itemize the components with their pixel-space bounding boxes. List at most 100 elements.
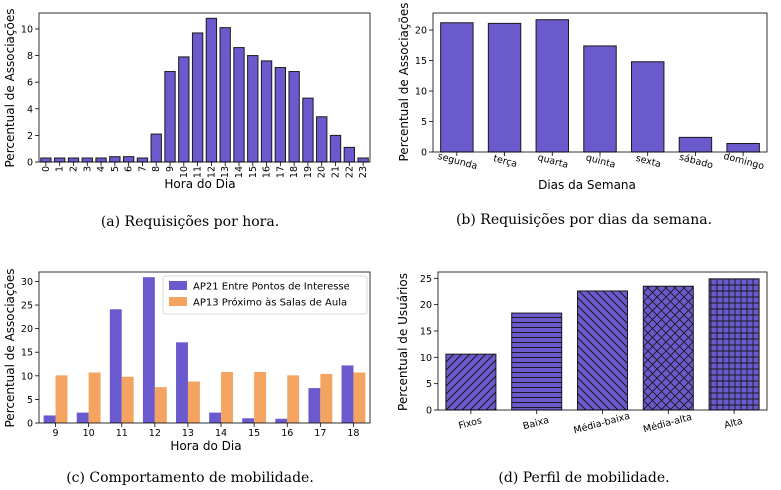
x-tick-label: quinta [585,152,617,170]
bar [708,278,760,411]
bar [88,372,101,423]
x-tick-label: 17 [314,428,326,439]
x-tick-label: 22 [344,166,355,178]
y-tick-label: 5 [27,395,33,406]
y-tick-label: 10 [21,371,33,382]
bar [357,157,369,163]
y-axis-label: Percentual de Associações [3,269,17,428]
bar [209,412,222,423]
chart-caption: (a) Requisições por hora. [101,214,279,230]
x-tick-label: 8 [151,166,162,172]
x-tick-label: Média-alta [642,412,693,436]
bar [275,418,288,423]
y-tick-label: 25 [420,274,432,285]
x-tick-label: 11 [116,428,128,439]
x-tick-label: 7 [137,166,148,172]
bar [260,60,273,163]
y-tick-label: 8 [27,51,33,62]
bar [343,146,355,163]
y-tick-label: 0 [27,419,33,430]
y-axis-label: Percentual de Associações [397,3,411,162]
bar [630,61,665,153]
bar [109,309,122,423]
bar [329,134,342,163]
x-tick-label: 16 [281,428,293,439]
chart-mobility-behavior: (c) Comportamento de mobilidade. Hora do… [3,269,371,486]
x-tick-label: 10 [179,166,190,178]
bar [274,67,287,163]
x-tick-label: 10 [83,428,95,439]
y-tick-label: 25 [21,301,33,312]
x-tick-label: 11 [193,166,204,178]
x-tick-label: domingo [722,151,765,172]
bar [288,71,300,163]
x-tick-label: 18 [347,428,359,439]
x-tick-label: 21 [331,166,342,178]
bar [642,285,694,411]
bar [254,372,267,423]
x-tick-label: 20 [317,166,328,178]
y-tick-label: 20 [21,324,33,335]
x-tick-label: 2 [68,166,79,172]
bar [176,342,188,423]
y-axis-label: Percentual de Associações [3,9,17,168]
bar [178,56,190,163]
x-tick-label: Fixos [457,415,483,432]
x-tick-label: 18 [289,166,300,178]
legend-swatch [169,281,187,290]
bar [242,418,255,423]
x-tick-label: 12 [206,166,217,178]
bar [726,142,760,153]
y-tick-label: 5 [426,379,432,390]
bar [287,375,300,423]
y-tick-label: 10 [415,87,427,98]
bar [95,157,107,163]
y-tick-label: 5 [421,117,427,128]
bar [511,312,563,411]
bar [40,157,52,163]
x-tick-label: 9 [165,166,176,172]
plot-frame [38,271,371,424]
y-tick-label: 6 [27,78,33,89]
bar [121,376,134,423]
y-tick-label: 15 [21,348,33,359]
x-tick-label: 14 [215,428,227,439]
x-axis-label: Dias da Semana [538,178,636,192]
bar [191,32,204,163]
bar [136,157,149,163]
x-axis-label: Hora do Dia [164,177,235,191]
x-tick-label: Média-baixa [572,411,631,437]
bar [122,156,135,163]
y-tick-label: 0 [27,158,33,169]
bar [445,353,497,411]
x-tick-label: 14 [234,166,245,178]
x-tick-label: 15 [248,428,260,439]
x-tick-label: segunda [436,151,478,172]
legend-label: AP13 Próximo às Salas de Aula [193,297,347,309]
x-axis-label: Hora do Dia [170,439,241,453]
y-axis-label: Percentual de Usuários [396,273,410,411]
bar [678,136,713,153]
x-tick-label: sábado [678,152,714,172]
bar [55,375,68,423]
x-tick-label: 0 [41,166,52,172]
bar [535,19,570,153]
bar [221,372,233,423]
bar [76,412,89,423]
bar [302,97,314,163]
legend [162,275,368,315]
y-tick-label: 20 [420,300,432,311]
chart-mobility-profile: (d) Perfil de mobilidade. Percentual de … [396,271,768,486]
bar [81,157,93,163]
x-tick-label: 9 [53,428,59,439]
legend-label: AP21 Entre Pontos de Interesse [193,282,350,293]
chart-caption: (b) Requisições por dias da semana. [456,212,712,228]
y-tick-label: 20 [415,26,427,37]
x-tick-label: sexta [634,153,662,170]
bar [440,22,474,153]
bar [341,365,354,423]
x-tick-label: 17 [275,166,286,178]
x-tick-label: Baixa [522,415,550,432]
bar [219,27,231,163]
